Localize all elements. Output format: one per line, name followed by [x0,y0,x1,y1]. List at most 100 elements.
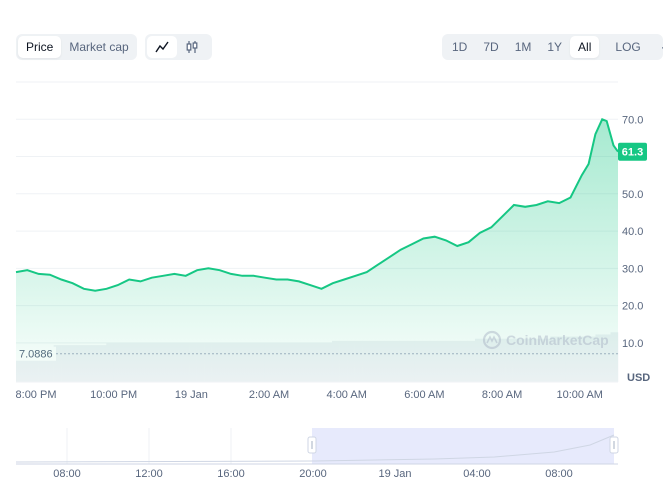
x-tick-label: 19 Jan [175,389,208,401]
volume-bar [535,338,544,382]
volume-bar [490,338,498,382]
volume-bar [219,343,227,382]
volume-bar [181,343,190,382]
range-7d[interactable]: 7D [483,40,499,54]
log-scale-toggle[interactable]: LOG [615,40,641,54]
volume-bar [542,338,551,382]
metric-tab-group: Price Market cap [16,34,137,60]
volume-bar [444,340,453,382]
price-area [16,119,618,383]
range-tab-group: 1D 7D 1M 1Y All LOG ··· [442,34,663,60]
volume-bar [309,343,318,382]
volume-bar [362,340,370,382]
volume-bar [437,340,446,382]
volume-bar [196,343,205,382]
y-tick-label: 10.0 [622,338,643,350]
volume-bar [354,340,363,382]
volume-bar [339,340,348,382]
volume-bar [407,340,416,382]
coinmarketcap-logo-icon [482,330,502,350]
x-tick-label: 2:00 AM [249,389,289,401]
volume-bar [452,340,461,382]
volume-bar [271,343,280,382]
volume-bar [505,338,513,382]
volume-bar [602,334,611,382]
range-all[interactable]: All [570,36,600,58]
current-price-badge [618,142,647,161]
x-tick-label: 8:00 PM [16,389,57,401]
volume-bar [68,345,77,382]
volume-bar [512,338,521,382]
volume-bar [497,338,506,382]
start-price-label-bg [16,346,56,361]
volume-bar [256,343,265,382]
range-1m[interactable]: 1M [514,40,532,54]
volume-bar [234,343,243,382]
volume-bar [550,336,559,382]
volume-bar [31,347,39,382]
volume-bar [46,347,54,382]
volume-bar [113,343,122,382]
volume-bar [136,343,145,382]
volume-bar [565,336,574,382]
more-options-button[interactable]: ··· [657,36,663,58]
volume-bar [595,334,604,382]
volume-bar [23,349,32,382]
tab-price[interactable]: Price [18,36,62,58]
currency-label: USD [627,372,650,384]
navigator-tick-label: 12:00 [135,468,163,480]
volume-bar [332,340,340,382]
navigator-tick-label: 08:00 [545,468,573,480]
volume-bar [369,340,378,382]
navigator-tick-label: 08:00 [53,468,81,480]
line-chart-button[interactable] [147,36,177,58]
volume-bar [572,336,581,382]
volume-bar [76,345,85,382]
volume-bar [279,343,288,382]
navigator-left-handle[interactable] [307,436,317,454]
chart-type-group [145,34,212,60]
x-tick-label: 10:00 PM [90,389,137,401]
volume-bar [249,343,258,382]
y-tick-label: 40.0 [622,226,643,238]
navigator-tick-label: 20:00 [299,468,327,480]
tab-market-cap[interactable]: Market cap [69,40,129,54]
navigator-tick-label: 16:00 [217,468,245,480]
coinmarketcap-watermark: CoinMarketCap [482,330,609,350]
candlestick-button[interactable] [177,36,207,58]
navigator-selection[interactable] [312,428,614,464]
volume-bar [98,345,107,382]
volume-bar [91,345,100,382]
range-1y[interactable]: 1Y [547,40,563,54]
line-chart-icon [155,41,169,53]
y-tick-label: 70.0 [622,114,643,126]
volume-bar [143,343,152,382]
volume-bar [226,343,235,382]
y-tick-label: 30.0 [622,263,643,275]
x-tick-label: 6:00 AM [404,389,444,401]
volume-bar [377,340,386,382]
volume-bar [422,340,431,382]
volume-bar [294,343,303,382]
start-price-label: 7.0886 [19,349,53,361]
volume-bar [166,343,175,382]
navigator-tick-label: 04:00 [463,468,491,480]
y-tick-label: 60.0 [622,152,643,164]
volume-bar [151,343,160,382]
volume-bar [286,343,295,382]
volume-bar [399,340,408,382]
navigator-right-handle[interactable] [609,436,619,454]
x-tick-label: 10:00 AM [556,389,602,401]
volume-bar [128,343,137,382]
range-1d[interactable]: 1D [452,40,468,54]
price-line [15,118,619,292]
watermark-text: CoinMarketCap [506,332,609,348]
range-navigator[interactable]: 08:00 12:00 16:00 20:00 19 Jan 04:00 08:00 [15,428,619,480]
volume-bar [317,343,325,382]
volume-bar [482,338,491,382]
volume-bar [301,343,310,382]
volume-bar [264,343,273,382]
volume-bar [580,336,589,382]
volume-bar [557,336,566,382]
